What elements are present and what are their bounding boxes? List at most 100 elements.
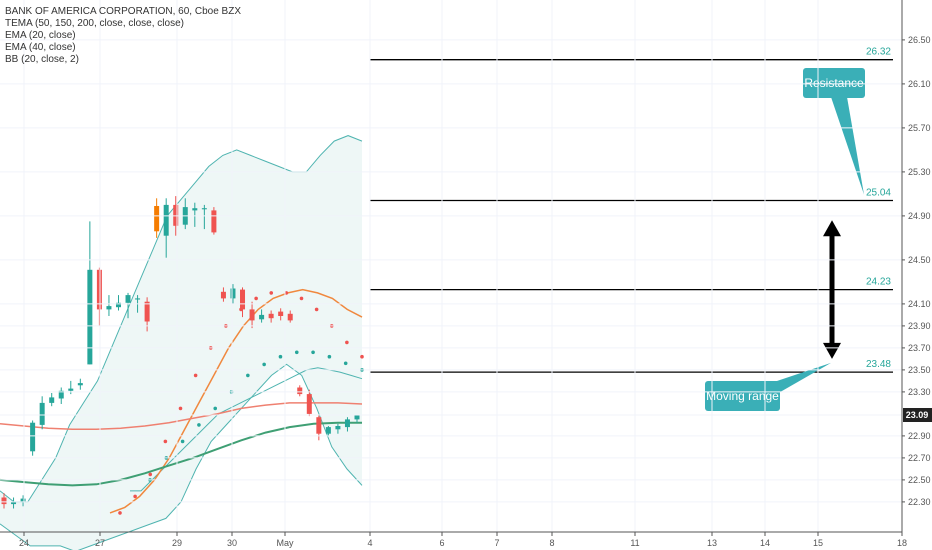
x-tick-label: 27 <box>95 538 105 548</box>
candle-body <box>268 313 274 319</box>
moving-range-callout-box <box>705 381 780 411</box>
candle-body <box>39 402 45 425</box>
y-tick-label: 24.50 <box>908 255 931 265</box>
y-tick-label: 25.70 <box>908 123 931 133</box>
candle-body <box>125 295 131 303</box>
dot-teal <box>213 406 218 411</box>
dot-red <box>178 406 183 411</box>
candle-body <box>58 390 64 399</box>
candle-body <box>144 301 150 322</box>
level-label: 25.04 <box>866 188 891 199</box>
x-tick-label: 7 <box>494 538 499 548</box>
x-tick-label: 11 <box>630 538 639 548</box>
y-tick-label: 22.30 <box>908 497 931 507</box>
level-label: 23.48 <box>866 359 891 370</box>
level-label: 24.23 <box>866 277 891 288</box>
candle-body <box>316 417 322 434</box>
moving-range-callout-pointer <box>765 362 831 395</box>
dot-teal <box>311 350 315 355</box>
x-tick-label: 18 <box>897 538 907 548</box>
x-tick-label: 24 <box>19 538 29 548</box>
candle-body <box>77 383 83 386</box>
candle-body <box>96 269 102 310</box>
candle-body <box>1 497 7 505</box>
candle-body <box>154 206 160 232</box>
candle-body <box>20 498 26 502</box>
resistance-callout-pointer <box>831 97 864 195</box>
indicator-lines <box>0 288 364 515</box>
x-tick-label: 15 <box>813 538 823 548</box>
legend-item-ema40[interactable]: EMA (40, close) <box>5 42 76 53</box>
dot-red <box>163 439 168 444</box>
dot-red <box>360 354 364 359</box>
dot-red <box>193 373 198 378</box>
dot-teal <box>197 423 201 427</box>
dot-teal <box>180 439 185 444</box>
ema40-line <box>0 402 363 431</box>
dot-red <box>133 494 137 499</box>
dot-red <box>254 296 258 301</box>
candle-body <box>201 208 207 210</box>
candle-body <box>30 422 36 452</box>
dot-teal <box>262 362 266 367</box>
candle-body <box>287 313 293 321</box>
candle-body <box>344 419 350 428</box>
bb-fill <box>0 135 362 550</box>
y-tick-label: 22.70 <box>908 453 931 463</box>
candle-body <box>354 415 360 420</box>
y-tick-label: 23.90 <box>908 321 931 331</box>
x-tick-label: 29 <box>172 538 182 548</box>
x-tick-label: 13 <box>707 538 717 548</box>
dot-red <box>118 511 122 515</box>
candle-body <box>115 302 121 308</box>
candle-body <box>135 298 141 300</box>
candle-body <box>306 394 312 414</box>
candle-body <box>335 426 341 430</box>
legend-item-tema[interactable]: TEMA (50, 150, 200, close, close, close) <box>5 18 184 29</box>
ema20-line <box>109 288 363 514</box>
candle-body <box>192 208 198 211</box>
y-tick-label: 23.70 <box>908 343 931 353</box>
candle-body <box>220 291 226 299</box>
y-tick-label: 26.10 <box>908 79 931 89</box>
y-tick-label: 23.50 <box>908 365 931 375</box>
candle-body <box>278 311 284 316</box>
y-tick-label: 22.90 <box>908 431 931 441</box>
current-price-tag-text: 23.09 <box>906 410 929 420</box>
range-arrow-head-up <box>823 220 841 237</box>
candle-body <box>240 289 246 310</box>
y-tick-label: 25.30 <box>908 167 931 177</box>
moving-range-callout-text: Moving range <box>706 389 779 403</box>
candle-body <box>87 269 93 365</box>
candle-body <box>297 387 303 395</box>
x-tick-label: 6 <box>439 538 444 548</box>
legend: BANK OF AMERICA CORPORATION, 60, Cboe BZ… <box>5 6 241 66</box>
y-tick-label: 24.90 <box>908 211 931 221</box>
x-tick-label: May <box>276 538 294 548</box>
annotations[interactable]: Resistance Moving range <box>705 68 865 411</box>
resistance-callout-text: Resistance <box>804 76 864 90</box>
dot-teal <box>278 354 283 359</box>
candle-body <box>163 204 169 236</box>
candle-body <box>173 204 179 226</box>
x-tick-label: 4 <box>367 538 372 548</box>
candle-body <box>106 306 112 310</box>
y-tick-label: 22.50 <box>908 475 931 485</box>
bb-basis-line <box>130 367 363 492</box>
dot-red <box>314 307 319 312</box>
level-label: 26.32 <box>866 47 891 58</box>
candle-body <box>49 397 55 403</box>
y-tick-label: 24.10 <box>908 299 931 309</box>
dot-teal <box>246 373 250 378</box>
bollinger-bands <box>0 135 363 550</box>
legend-item-ema20[interactable]: EMA (20, close) <box>5 30 76 41</box>
candle-body <box>325 427 331 434</box>
x-tick-label: 14 <box>760 538 770 548</box>
dot-teal <box>294 350 299 355</box>
candle-body <box>68 388 74 391</box>
legend-item-bb[interactable]: BB (20, close, 2) <box>5 54 79 65</box>
x-tick-label: 30 <box>227 538 237 548</box>
